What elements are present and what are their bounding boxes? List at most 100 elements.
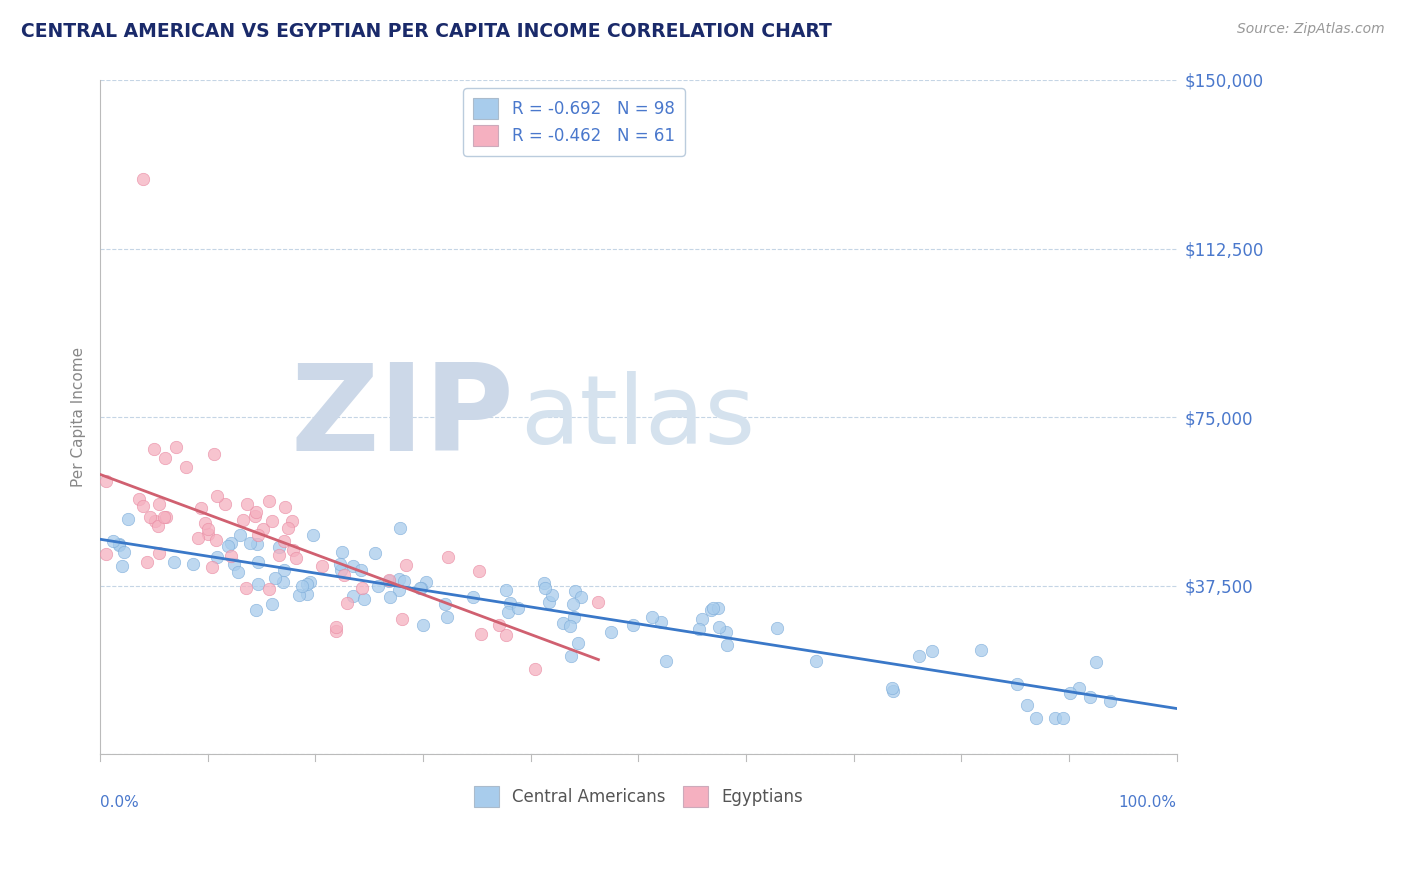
Point <box>219 549 242 563</box>
Point <box>350 563 373 577</box>
Point <box>139 510 162 524</box>
Point <box>412 618 434 632</box>
Point <box>112 544 135 558</box>
Point <box>970 643 993 657</box>
Point <box>194 516 217 530</box>
Point <box>367 578 389 592</box>
Point <box>197 526 219 541</box>
Point <box>655 655 678 669</box>
Point <box>148 498 170 512</box>
Point <box>436 610 458 624</box>
Point <box>247 576 270 591</box>
Point <box>1017 698 1039 712</box>
Point <box>537 595 560 609</box>
Point <box>692 612 714 626</box>
Point <box>197 522 219 536</box>
Text: 100.0%: 100.0% <box>1119 795 1177 810</box>
Point <box>567 635 589 649</box>
Point <box>165 440 187 454</box>
Point <box>496 605 519 619</box>
Point <box>152 510 174 524</box>
Point <box>461 591 484 605</box>
Point <box>378 574 401 589</box>
Point <box>325 624 347 639</box>
Point <box>325 620 347 634</box>
Point <box>128 491 150 506</box>
Point <box>148 546 170 560</box>
Point <box>285 550 308 565</box>
Point <box>232 513 254 527</box>
Point <box>281 514 304 528</box>
Point <box>908 649 931 664</box>
Point <box>295 586 318 600</box>
Point <box>495 583 517 598</box>
Point <box>541 588 564 602</box>
Point <box>388 583 411 598</box>
Point <box>153 450 176 465</box>
Point <box>245 509 267 524</box>
Point <box>534 582 557 596</box>
Point <box>621 618 644 632</box>
Point <box>146 518 169 533</box>
Point <box>183 557 205 571</box>
Point <box>560 619 582 633</box>
Point <box>707 601 730 615</box>
Point <box>342 589 364 603</box>
Point <box>364 545 387 559</box>
Point <box>389 521 412 535</box>
Point <box>259 493 281 508</box>
Point <box>174 459 197 474</box>
Point <box>560 649 582 664</box>
Point <box>352 582 374 596</box>
Point <box>378 573 401 587</box>
Point <box>274 500 297 515</box>
Point <box>392 574 415 589</box>
Point <box>333 568 356 582</box>
Point <box>94 547 117 561</box>
Point <box>709 619 731 633</box>
Point <box>235 582 257 596</box>
Point <box>273 563 295 577</box>
Point <box>378 590 401 604</box>
Point <box>702 601 724 615</box>
Point <box>353 591 375 606</box>
Point <box>551 615 574 630</box>
Point <box>599 624 621 639</box>
Text: ZIP: ZIP <box>291 359 515 475</box>
Point <box>488 617 510 632</box>
Point <box>163 555 186 569</box>
Point <box>291 579 314 593</box>
Point <box>436 549 458 564</box>
Point <box>299 574 322 589</box>
Point <box>111 558 134 573</box>
Y-axis label: Per Capita Income: Per Capita Income <box>72 347 86 487</box>
Point <box>205 550 228 565</box>
Point <box>205 533 228 547</box>
Text: Source: ZipAtlas.com: Source: ZipAtlas.com <box>1237 22 1385 37</box>
Point <box>1078 690 1101 704</box>
Point <box>468 564 491 578</box>
Point <box>132 172 155 186</box>
Point <box>1084 656 1107 670</box>
Point <box>117 512 139 526</box>
Point <box>239 536 262 550</box>
Point <box>257 582 280 596</box>
Point <box>108 538 131 552</box>
Point <box>533 575 555 590</box>
Point <box>202 447 225 461</box>
Point <box>336 596 359 610</box>
Point <box>101 533 124 548</box>
Point <box>495 627 517 641</box>
Point <box>131 499 153 513</box>
Point <box>508 601 530 615</box>
Text: 0.0%: 0.0% <box>100 795 139 810</box>
Point <box>277 521 299 535</box>
Point <box>214 497 236 511</box>
Text: atlas: atlas <box>520 370 755 464</box>
Point <box>766 621 789 635</box>
Point <box>499 596 522 610</box>
Point <box>222 558 245 572</box>
Point <box>295 576 318 591</box>
Point <box>247 528 270 542</box>
Point <box>569 590 592 604</box>
